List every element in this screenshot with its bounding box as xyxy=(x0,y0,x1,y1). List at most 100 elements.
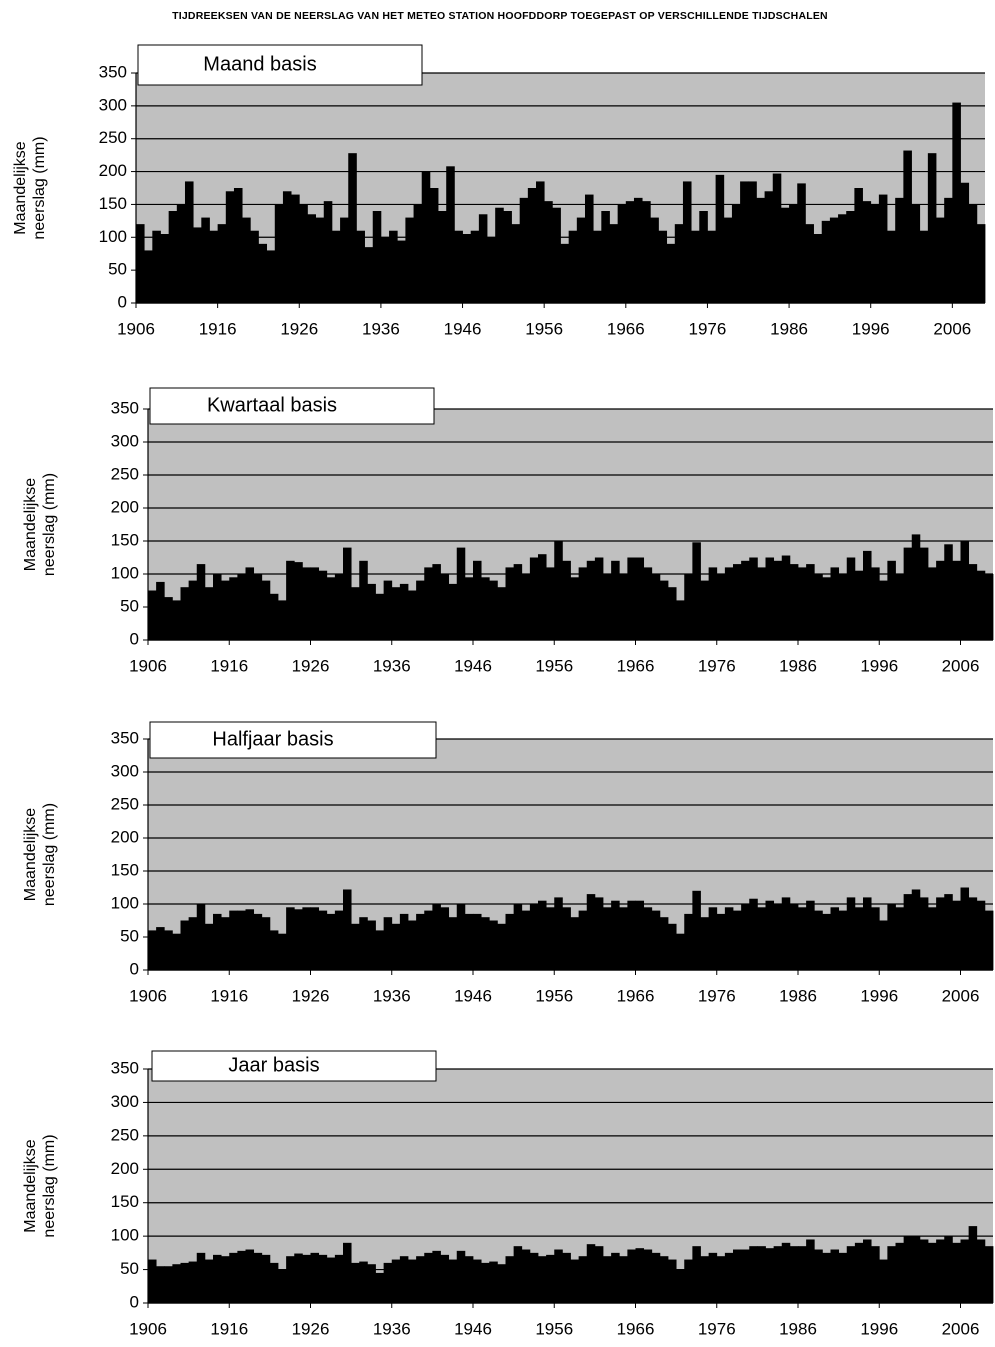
bar xyxy=(261,1254,271,1303)
x-tick-label: 1906 xyxy=(117,319,155,338)
bar xyxy=(326,1257,336,1303)
bar xyxy=(529,904,539,970)
bar xyxy=(302,1254,311,1303)
bar xyxy=(421,171,431,303)
bar xyxy=(578,910,588,970)
bar xyxy=(643,1249,653,1303)
bar xyxy=(266,250,276,303)
bar xyxy=(878,194,888,303)
y-tick-label: 0 xyxy=(130,959,139,978)
bar xyxy=(213,913,222,970)
bar xyxy=(830,1249,840,1303)
bar xyxy=(489,1261,498,1303)
bar xyxy=(871,907,880,970)
bar xyxy=(229,910,238,970)
bar xyxy=(204,587,214,640)
bar xyxy=(323,201,333,303)
bar xyxy=(789,204,798,303)
bar xyxy=(416,1256,425,1303)
bar xyxy=(846,897,856,970)
bar xyxy=(464,1256,474,1303)
bar xyxy=(863,550,872,640)
x-tick-label: 1976 xyxy=(698,986,736,1005)
bar xyxy=(172,600,181,640)
bar xyxy=(505,567,515,640)
bar xyxy=(756,197,765,303)
bar xyxy=(383,580,393,640)
bar xyxy=(879,1259,888,1303)
bar xyxy=(757,907,766,970)
bar xyxy=(805,224,814,303)
bar xyxy=(464,913,474,970)
bar xyxy=(481,577,490,640)
bar xyxy=(261,917,271,970)
y-tick-label: 300 xyxy=(99,95,127,114)
bar xyxy=(456,904,466,970)
bar xyxy=(692,890,701,970)
bar xyxy=(424,1252,433,1303)
bar xyxy=(221,580,230,640)
bar xyxy=(278,600,287,640)
bar xyxy=(503,211,512,303)
bar xyxy=(367,583,376,640)
bar xyxy=(830,907,840,970)
bar xyxy=(627,900,636,970)
bar xyxy=(960,541,970,640)
y-tick-label: 100 xyxy=(99,227,127,246)
bar xyxy=(367,1264,376,1303)
bar xyxy=(554,541,563,640)
bar xyxy=(838,214,847,303)
bar xyxy=(668,587,677,640)
bar xyxy=(635,557,645,640)
bar xyxy=(164,597,173,640)
bar xyxy=(944,197,953,303)
bar xyxy=(944,894,953,970)
bar xyxy=(148,1259,157,1303)
bar xyxy=(692,1246,701,1303)
bar xyxy=(781,1242,791,1303)
x-tick-label: 1906 xyxy=(129,986,167,1005)
bar xyxy=(156,927,165,970)
bar xyxy=(584,194,594,303)
bar xyxy=(936,1239,945,1303)
bar xyxy=(716,913,726,970)
bar xyxy=(196,904,206,970)
bar xyxy=(789,1246,799,1303)
bar xyxy=(707,230,717,303)
bar xyxy=(984,574,994,640)
y-tick-label: 50 xyxy=(120,1259,139,1278)
bar xyxy=(278,933,287,970)
bar xyxy=(611,1252,620,1303)
bar xyxy=(603,907,612,970)
bar xyxy=(570,577,580,640)
bar xyxy=(326,913,336,970)
bar xyxy=(310,567,320,640)
bar xyxy=(413,204,423,303)
x-tick-label: 1946 xyxy=(454,1319,492,1338)
bar xyxy=(282,191,292,303)
bar xyxy=(594,897,604,970)
bar xyxy=(682,181,692,303)
bar xyxy=(619,907,628,970)
bar xyxy=(911,889,921,970)
bar xyxy=(659,917,669,970)
y-tick-label: 200 xyxy=(111,827,139,846)
bar xyxy=(156,1266,165,1303)
bar xyxy=(659,1256,669,1303)
bar xyxy=(603,574,612,640)
bar xyxy=(968,1226,978,1303)
bar xyxy=(529,557,539,640)
x-tick-label: 1926 xyxy=(292,986,330,1005)
bar xyxy=(895,574,905,640)
bar xyxy=(609,224,619,303)
bar xyxy=(440,574,450,640)
bar xyxy=(740,181,749,303)
bar xyxy=(911,204,921,303)
bar xyxy=(601,211,610,303)
bar xyxy=(372,211,382,303)
bar xyxy=(749,898,758,970)
bar xyxy=(168,211,178,303)
bar xyxy=(258,243,268,303)
bar xyxy=(871,567,880,640)
bar xyxy=(562,907,571,970)
